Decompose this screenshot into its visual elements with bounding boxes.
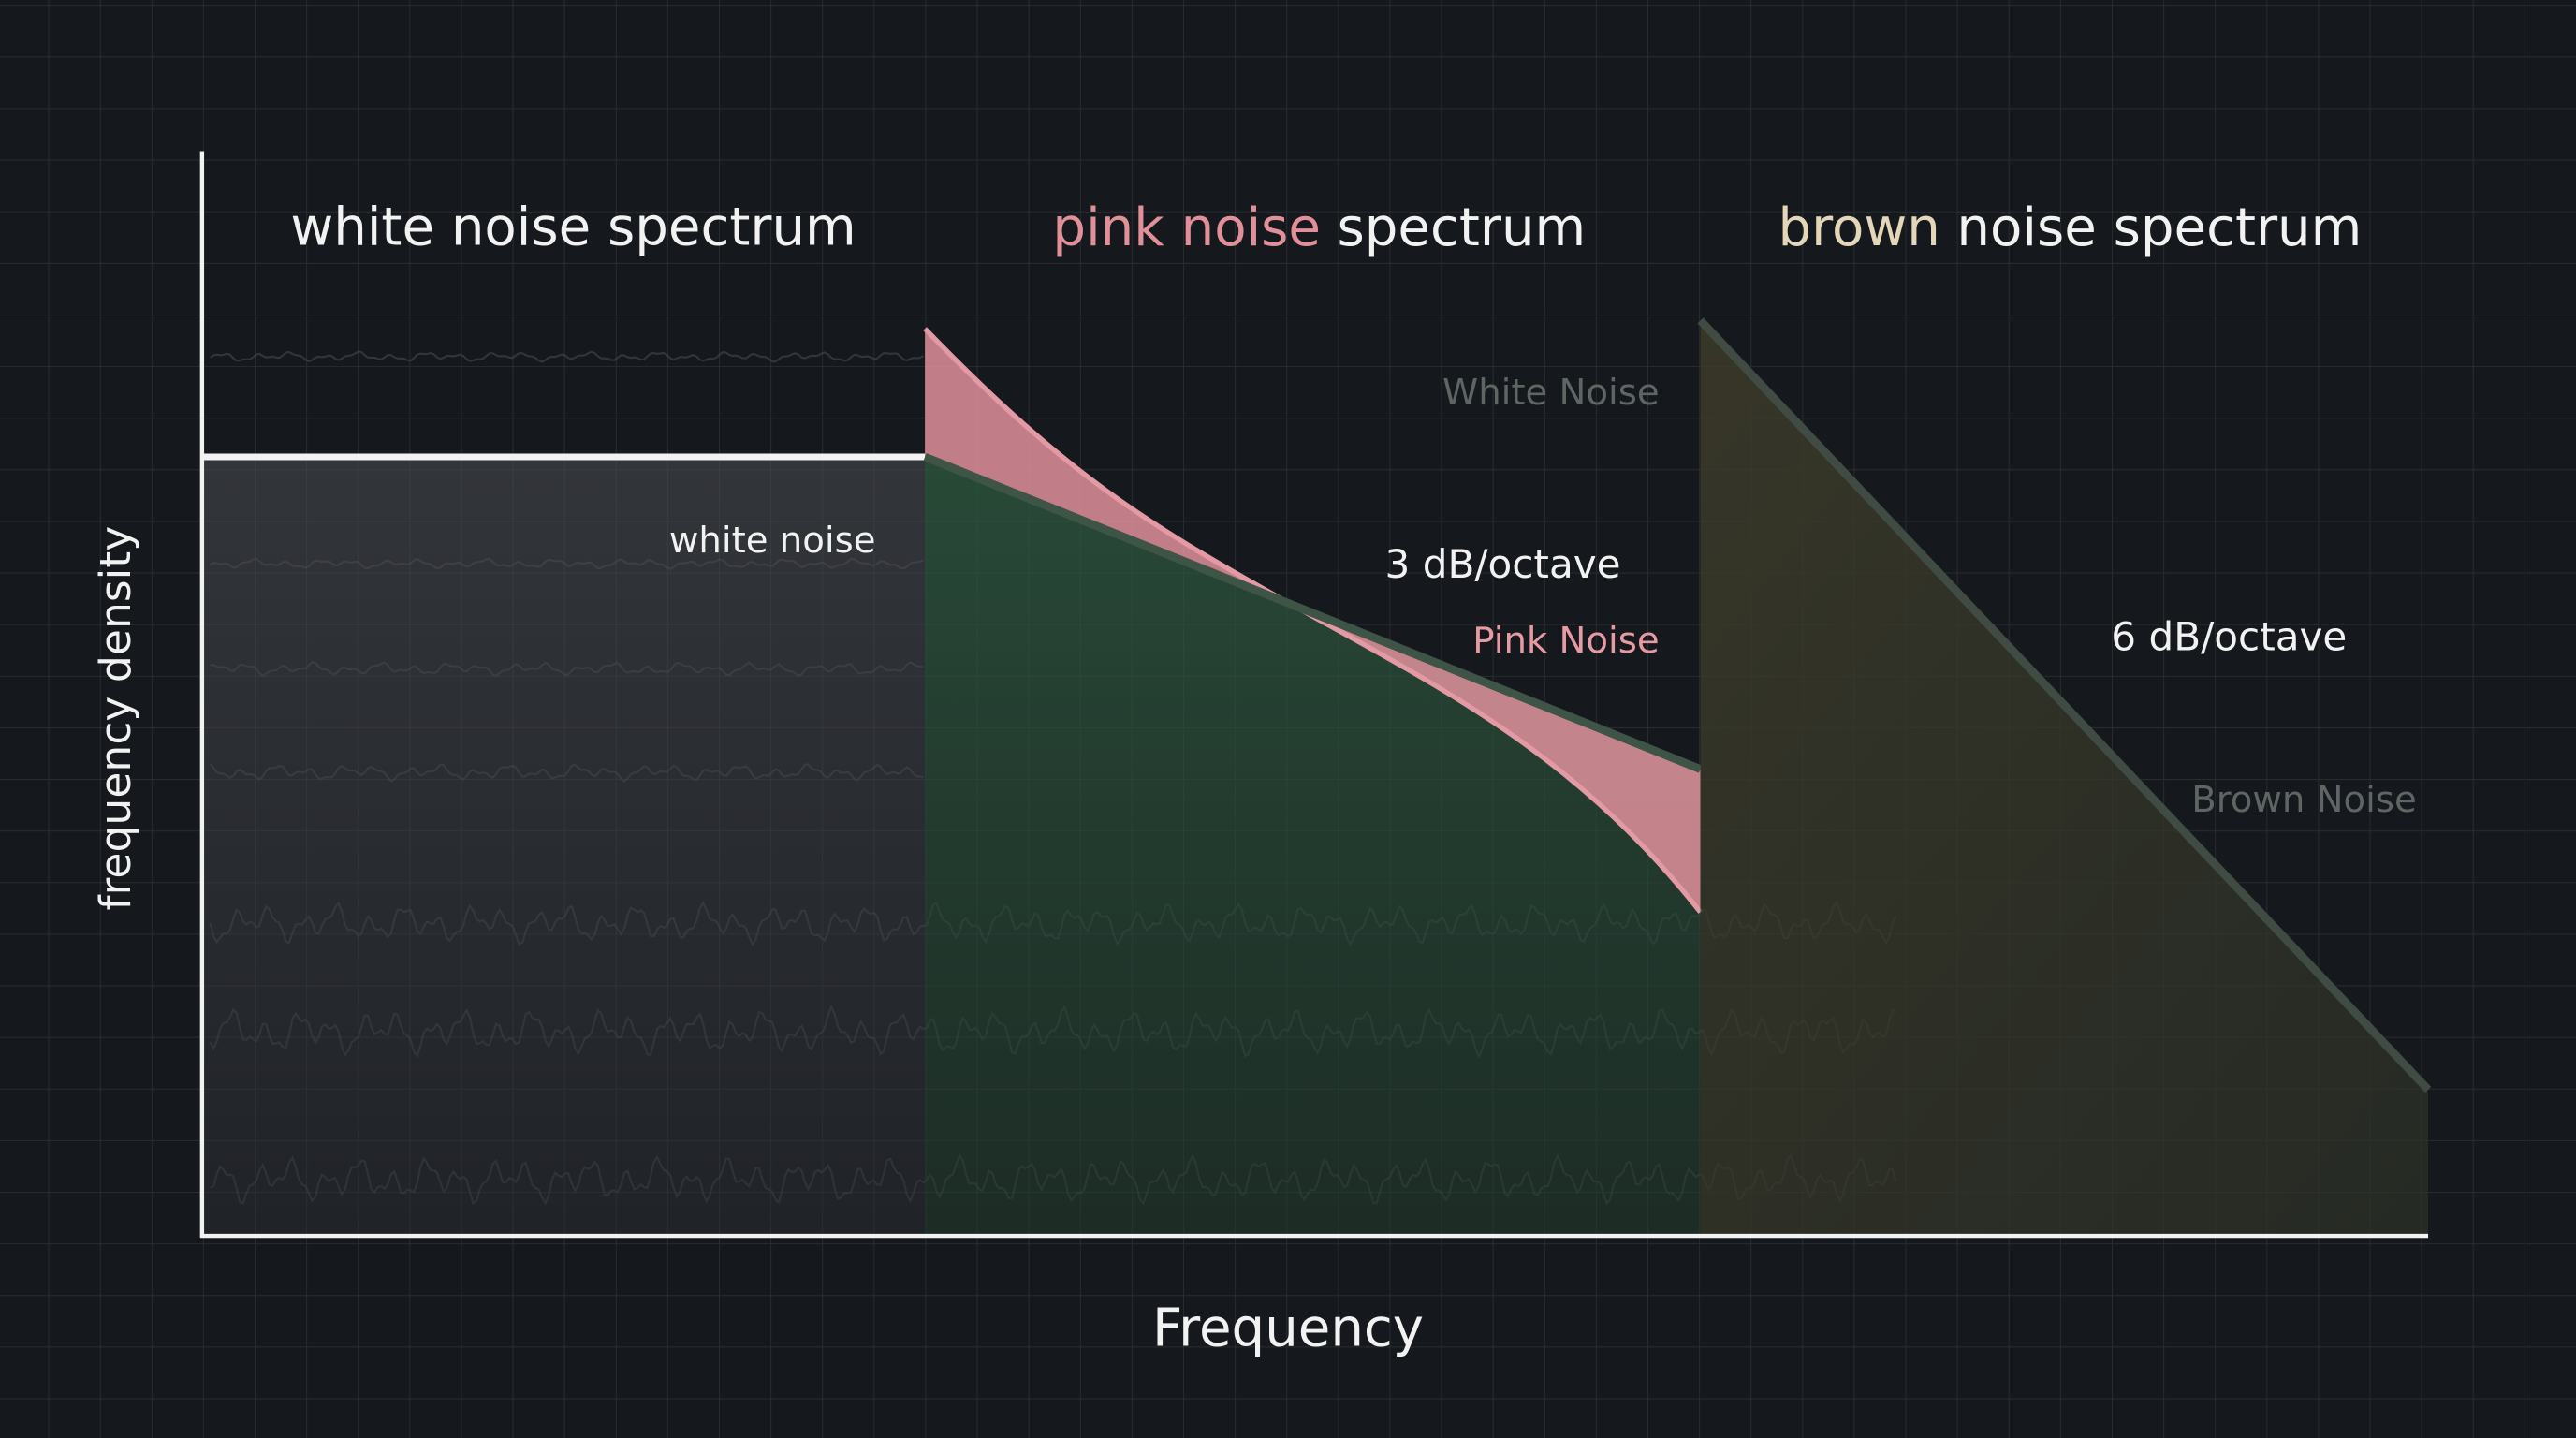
slope-label: 3 dB/octave xyxy=(1385,541,1621,587)
title-rest: noise spectrum xyxy=(1956,197,2362,257)
x-axis-label: Frequency xyxy=(1152,1299,1424,1359)
white-noise-area xyxy=(201,457,926,1237)
legend-label: Brown Noise xyxy=(2191,779,2417,821)
brown-slope-line xyxy=(1697,317,2432,1093)
title-highlight: pink noise xyxy=(1052,197,1321,257)
title-rest: spectrum xyxy=(1338,197,1587,257)
brown-noise-area xyxy=(1700,320,2429,1237)
panel-title: brown noise spectrum xyxy=(1778,197,2363,257)
y-axis-label: frequency density xyxy=(91,526,140,911)
legend-label: Pink Noise xyxy=(1472,620,1659,662)
title-highlight: brown xyxy=(1778,197,1940,257)
legend-label: White Noise xyxy=(1442,372,1660,414)
slope-label: 6 dB/octave xyxy=(2111,613,2347,659)
noise-waveform xyxy=(210,350,924,363)
panel-title: pink noise spectrum xyxy=(1052,197,1586,257)
pink-slope-line xyxy=(923,452,1703,773)
pink-spectrum-area xyxy=(925,457,1701,1237)
area-label: white noise xyxy=(669,520,876,562)
panel-title: white noise spectrum xyxy=(290,197,856,257)
